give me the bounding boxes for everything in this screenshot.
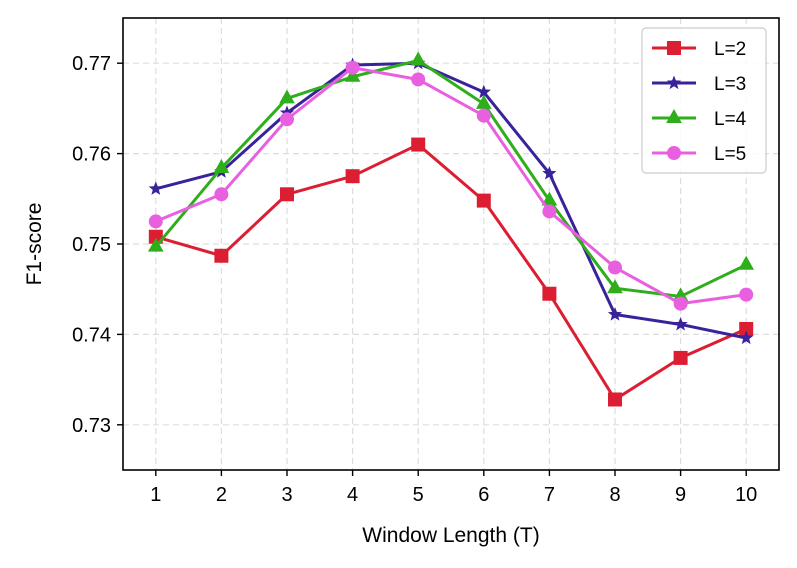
series-line xyxy=(155,61,747,340)
y-tick-label: 0.75 xyxy=(72,234,111,256)
marker-square xyxy=(280,187,294,202)
marker-circle xyxy=(739,287,754,302)
marker-star xyxy=(476,84,491,99)
marker-circle xyxy=(280,112,294,127)
marker-star xyxy=(673,316,688,331)
marker-square xyxy=(542,286,557,301)
marker-circle xyxy=(476,108,491,123)
y-tick-label: 0.76 xyxy=(72,144,111,166)
marker-circle xyxy=(214,187,229,202)
x-axis-label: Window Length (T) xyxy=(362,524,539,547)
legend-label: L=5 xyxy=(714,144,746,165)
marker-circle xyxy=(667,146,681,160)
marker-square xyxy=(739,321,754,336)
series-L=2 xyxy=(148,137,754,407)
marker-square xyxy=(345,169,360,184)
marker-triangle xyxy=(213,159,230,174)
x-tick-label: 9 xyxy=(675,484,686,506)
series-L=5 xyxy=(148,60,754,311)
marker-star xyxy=(739,330,754,345)
marker-square xyxy=(214,248,229,263)
x-tick-label: 4 xyxy=(347,484,358,506)
marker-triangle xyxy=(666,109,682,123)
marker-triangle xyxy=(607,279,623,294)
marker-circle xyxy=(673,296,688,311)
marker-star xyxy=(607,307,623,321)
legend-label: L=4 xyxy=(714,109,747,130)
ticks-layer: 1 2 3 4 5 6 7 8 9 10 0.73 0.74 0.75 0.76 0.77 xyxy=(72,53,757,506)
marker-square xyxy=(667,41,681,55)
x-tick-label: 3 xyxy=(281,484,292,506)
y-tick-label: 0.74 xyxy=(72,324,111,346)
marker-square xyxy=(476,193,491,208)
legend-item: L=4 xyxy=(652,109,747,130)
x-tick-label: 7 xyxy=(544,484,555,506)
x-tick-label: 6 xyxy=(478,484,489,506)
marker-star xyxy=(148,181,163,195)
series-line xyxy=(154,58,747,298)
series-L=4 xyxy=(147,51,755,302)
series-line xyxy=(155,143,747,401)
legend-label: L=3 xyxy=(714,74,746,95)
legend-box xyxy=(641,27,767,174)
marker-star xyxy=(666,75,682,90)
marker-triangle xyxy=(279,89,295,104)
marker-circle xyxy=(608,260,622,275)
marker-triangle xyxy=(410,51,427,66)
legend: L=2 L=3 L=4 L=5 xyxy=(641,27,767,174)
marker-star xyxy=(279,105,295,119)
x-tick-label: 10 xyxy=(735,484,757,506)
marker-circle xyxy=(411,72,426,87)
x-tick-label: 1 xyxy=(150,484,161,506)
marker-triangle xyxy=(475,94,492,109)
y-axis-label: F1-score xyxy=(23,203,46,286)
marker-circle xyxy=(148,214,163,229)
marker-circle xyxy=(542,204,557,219)
marker-triangle xyxy=(147,237,164,252)
marker-square xyxy=(411,137,426,152)
x-tick-label: 2 xyxy=(216,484,227,506)
marker-triangle xyxy=(738,255,755,270)
marker-triangle xyxy=(344,67,361,82)
marker-square xyxy=(673,350,688,365)
legend-item: L=3 xyxy=(652,74,746,95)
marker-triangle xyxy=(541,191,558,206)
y-tick-label: 0.73 xyxy=(72,415,111,437)
x-tick-label: 5 xyxy=(413,484,424,506)
marker-star xyxy=(542,165,557,180)
x-tick-label: 8 xyxy=(609,484,620,506)
legend-item: L=2 xyxy=(652,39,746,60)
legend-item: L=5 xyxy=(652,144,746,165)
series-line xyxy=(155,66,747,306)
series-layer xyxy=(147,51,755,407)
y-tick-label: 0.77 xyxy=(72,53,111,75)
marker-circle xyxy=(345,60,360,75)
marker-square xyxy=(608,392,622,407)
legend-label: L=2 xyxy=(714,39,746,60)
